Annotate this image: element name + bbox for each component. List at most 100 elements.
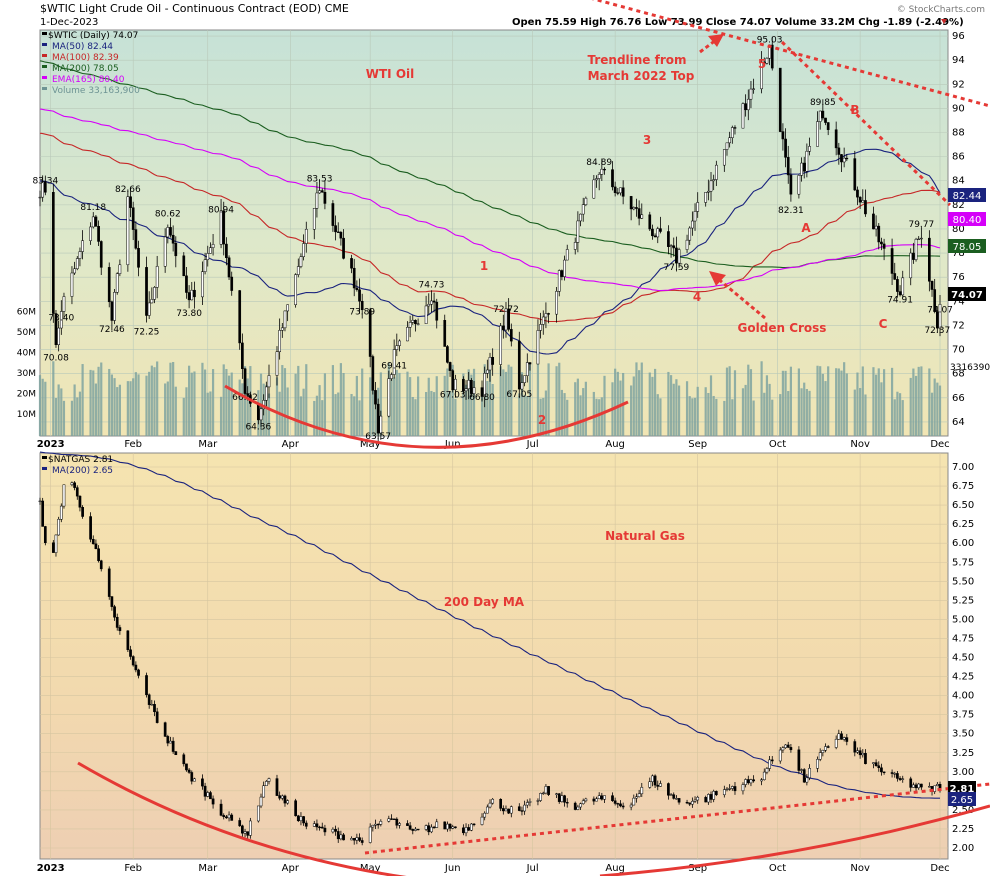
volume-bar	[486, 380, 489, 436]
gas-candle	[824, 746, 827, 751]
volume-bar	[299, 396, 303, 436]
oil-candle	[722, 149, 726, 166]
volume-bar	[669, 375, 673, 436]
oil-candle	[613, 186, 617, 193]
gas-candle	[169, 740, 172, 744]
oil-candle	[275, 351, 279, 376]
oil-candle	[864, 200, 867, 215]
oil-candle	[882, 243, 886, 249]
gas-candle	[73, 482, 76, 488]
gas-y-tick: 3.00	[952, 767, 974, 778]
gas-bottom-arc	[77, 761, 990, 880]
gas-candle	[201, 778, 204, 787]
oil-candle	[930, 281, 934, 290]
volume-bar	[150, 365, 153, 436]
volume-tick: 20M	[17, 390, 36, 400]
volume-bar	[566, 399, 569, 436]
oil-candle	[358, 289, 361, 302]
gas-candle	[826, 746, 830, 748]
gas-candle	[97, 548, 100, 562]
gas-candle	[509, 806, 513, 814]
trendline-arrowhead-icon	[708, 34, 724, 47]
oil-candle	[933, 289, 937, 312]
volume-bar	[238, 379, 241, 436]
oil-candle	[730, 127, 734, 139]
gas-y-tick: 6.75	[952, 481, 974, 492]
gas-candle	[75, 487, 79, 497]
volume-bar	[635, 362, 638, 436]
volume-bar	[118, 384, 121, 436]
volume-bar	[544, 390, 548, 436]
volume-bar	[563, 393, 566, 436]
oil-y-tick: 64	[952, 417, 965, 428]
gas-candle	[296, 815, 300, 822]
oil-candle	[816, 121, 819, 147]
gas-candle	[749, 779, 753, 784]
legend-gas-ma200: MA(200) 2.65	[52, 466, 113, 476]
oil-candle	[675, 247, 678, 264]
gas-candle	[677, 798, 681, 803]
gas-candle	[395, 818, 399, 826]
oil-candle	[131, 207, 135, 230]
oil-candle	[62, 296, 66, 312]
gas-candle	[131, 656, 135, 666]
volume-bar	[44, 381, 47, 436]
volume-bar	[283, 368, 287, 436]
gas-candle	[765, 768, 769, 773]
oil-candle	[243, 368, 247, 394]
gas-candle	[219, 803, 223, 816]
volume-bar	[190, 372, 193, 436]
gas-candle	[581, 800, 585, 805]
gas-candle	[243, 831, 247, 834]
gas-candle	[448, 823, 452, 829]
gas-candle	[728, 788, 732, 790]
volume-bar	[912, 368, 915, 436]
gas-candle	[155, 711, 159, 723]
gas-candle	[555, 793, 558, 795]
tag-ma200: 78.05	[953, 242, 982, 253]
volume-bar	[928, 368, 931, 436]
gas-candle	[472, 823, 476, 826]
gas-x-tick: Aug	[605, 863, 625, 874]
gas-candle	[834, 738, 838, 748]
gas-candle	[877, 765, 881, 769]
volume-bar	[361, 368, 364, 436]
oil-candle	[741, 103, 745, 129]
oil-candle	[392, 349, 396, 375]
volume-bar	[297, 365, 300, 436]
volume-bar	[411, 396, 414, 436]
gas-candle	[746, 779, 750, 784]
gas-candle	[845, 737, 849, 742]
volume-bar	[491, 384, 494, 436]
volume-bar	[787, 391, 790, 436]
gas-candle	[259, 796, 263, 807]
gas-candle	[89, 516, 92, 540]
oil-y-tick: 74	[952, 296, 965, 307]
gas-candle	[547, 786, 550, 795]
tag-gas-ma200: 2.65	[951, 795, 973, 806]
oil-candle	[126, 196, 130, 266]
gas-candle	[147, 694, 151, 705]
gas-candle	[651, 775, 654, 782]
gas-candle	[470, 823, 473, 831]
trendline-annotation-line2: March 2022 Top	[588, 69, 695, 83]
oil-candle	[355, 287, 359, 290]
gas-candle	[323, 827, 327, 833]
volume-bar	[768, 383, 771, 436]
gas-candle	[882, 771, 886, 773]
gas-candle	[712, 791, 716, 800]
volume-bar	[864, 394, 867, 436]
gas-candle	[523, 804, 526, 812]
gas-candle	[722, 789, 726, 796]
gas-y-tick: 7.00	[952, 462, 974, 473]
oil-candle	[41, 181, 45, 198]
volume-bar	[246, 378, 249, 436]
volume-bar	[765, 375, 769, 436]
oil-candle	[520, 382, 524, 390]
wave-b-trendline	[780, 40, 952, 207]
oil-candle	[760, 61, 763, 90]
gas-candle	[613, 800, 617, 804]
volume-bar	[134, 372, 137, 436]
oil-candle	[789, 174, 793, 195]
volume-bar	[853, 389, 856, 436]
